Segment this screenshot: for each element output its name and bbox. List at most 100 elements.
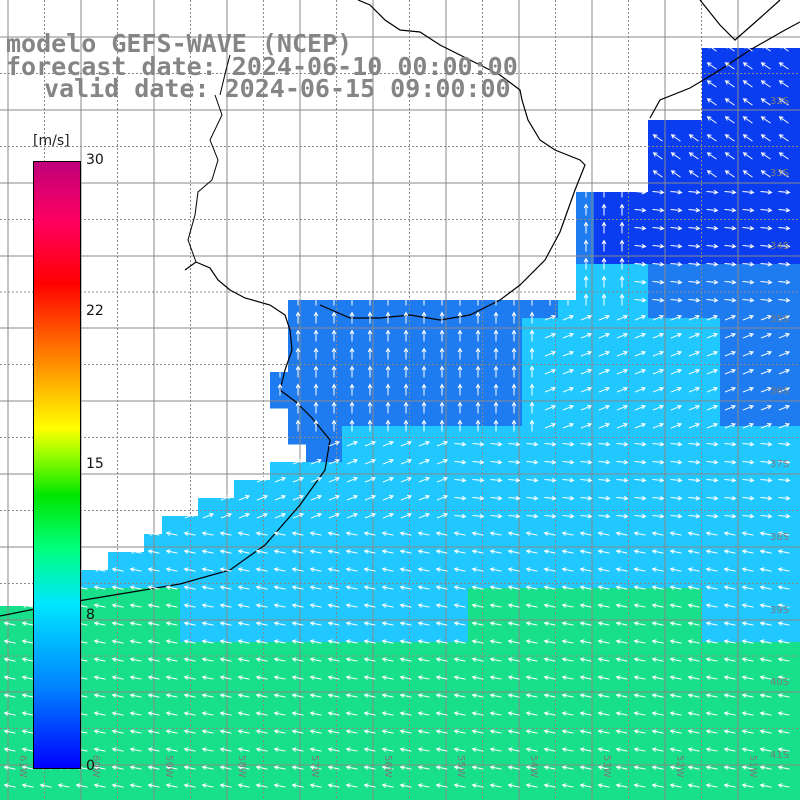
wind-arrow	[129, 639, 142, 644]
wind-cell	[684, 642, 703, 661]
wind-cell	[684, 750, 703, 769]
wind-cell	[414, 534, 433, 553]
wind-cell	[648, 714, 667, 733]
wind-arrow	[777, 765, 790, 770]
wind-cell	[486, 480, 505, 499]
wind-arrow	[634, 423, 647, 429]
wind-cell	[612, 282, 631, 301]
wind-cell	[702, 516, 721, 535]
wind-arrow	[400, 459, 413, 465]
wind-arrow	[435, 729, 448, 734]
wind-cell	[630, 660, 649, 679]
wind-arrow	[669, 603, 682, 608]
wind-arrow	[291, 549, 304, 554]
wind-arrow	[562, 315, 575, 321]
wind-cell	[792, 750, 800, 769]
wind-cell	[486, 642, 505, 661]
wind-cell	[666, 534, 685, 553]
wind-arrow	[291, 531, 304, 536]
wind-cell	[378, 462, 397, 481]
wind-cell	[234, 714, 253, 733]
wind-arrow	[760, 207, 773, 213]
wind-arrow	[201, 639, 214, 644]
wind-cell	[504, 768, 523, 787]
wind-arrow	[417, 675, 430, 680]
wind-arrow	[561, 549, 574, 554]
wind-arrow	[111, 567, 124, 572]
wind-cell	[288, 624, 307, 643]
wind-cell	[612, 300, 631, 319]
wind-cell	[360, 534, 379, 553]
wind-cell	[702, 498, 721, 517]
wind-arrow	[723, 693, 736, 698]
wind-cell	[324, 300, 343, 319]
wind-arrow	[313, 401, 319, 414]
wind-arrow	[619, 257, 625, 270]
wind-arrow	[778, 405, 791, 411]
wind-cell	[306, 642, 325, 661]
wind-arrow	[273, 783, 286, 788]
wind-cell	[792, 570, 800, 589]
wind-arrow	[399, 585, 412, 590]
wind-cell	[378, 534, 397, 553]
wind-arrow	[634, 459, 647, 465]
wind-cell	[288, 354, 307, 373]
wind-arrow	[331, 293, 337, 306]
wind-arrow	[526, 477, 539, 483]
wind-cell	[756, 318, 775, 337]
wind-cell	[414, 336, 433, 355]
wind-cell	[306, 660, 325, 679]
wind-arrow	[688, 477, 701, 483]
wind-arrow	[363, 693, 376, 698]
wind-arrow	[687, 675, 700, 680]
wind-cell	[612, 534, 631, 553]
wind-cell	[774, 120, 793, 139]
wind-cell	[450, 732, 469, 751]
wind-arrow	[741, 765, 754, 770]
wind-arrow	[454, 477, 467, 483]
wind-cell	[414, 552, 433, 571]
wind-cell	[792, 552, 800, 571]
wind-cell	[468, 300, 487, 319]
wind-arrow	[3, 693, 16, 698]
wind-cell	[666, 444, 685, 463]
river-border	[187, 54, 231, 263]
wind-cell	[756, 390, 775, 409]
wind-arrow	[489, 603, 502, 608]
wind-arrow	[687, 531, 700, 536]
wind-cell	[288, 516, 307, 535]
wind-cell	[162, 588, 181, 607]
wind-cell	[612, 642, 631, 661]
wind-cell	[378, 390, 397, 409]
wind-cell	[558, 372, 577, 391]
wind-cell	[162, 732, 181, 751]
wind-arrow	[21, 675, 34, 680]
wind-cell	[360, 444, 379, 463]
wind-cell	[0, 714, 19, 733]
wind-cell	[792, 138, 800, 157]
wind-cell	[306, 336, 325, 355]
wind-cell	[612, 264, 631, 283]
wind-cell	[396, 426, 415, 445]
wind-arrow	[580, 369, 593, 375]
wind-arrow	[777, 531, 790, 536]
wind-cell	[522, 552, 541, 571]
wind-arrow	[201, 657, 214, 662]
wind-cell	[738, 768, 757, 787]
wind-arrow	[634, 297, 647, 303]
wind-cell	[648, 786, 667, 800]
wind-cell	[342, 768, 361, 787]
wind-cell	[756, 660, 775, 679]
wind-arrow	[705, 747, 718, 752]
wind-arrow	[472, 495, 485, 501]
wind-cell	[684, 372, 703, 391]
wind-cell	[558, 696, 577, 715]
wind-cell	[180, 660, 199, 679]
wind-cell	[702, 768, 721, 787]
wind-cell	[504, 498, 523, 517]
wind-arrow	[313, 383, 319, 396]
wind-arrow	[759, 693, 772, 698]
wind-arrow	[580, 423, 593, 429]
wind-cell	[684, 408, 703, 427]
wind-arrow	[651, 549, 664, 554]
